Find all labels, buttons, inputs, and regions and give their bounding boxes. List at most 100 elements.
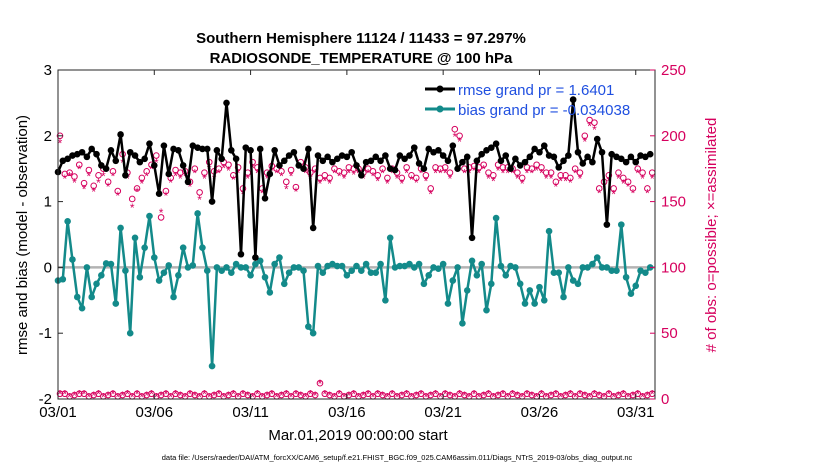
bias-point bbox=[483, 306, 490, 314]
bias-point bbox=[131, 234, 139, 242]
obs-low-possible-marker bbox=[268, 390, 276, 398]
obs-assimilated-marker: * bbox=[135, 185, 140, 199]
bias-point bbox=[473, 271, 481, 279]
bias-point bbox=[93, 280, 100, 288]
obs-low-assimilated-marker: * bbox=[245, 389, 250, 403]
bias-point bbox=[382, 297, 389, 304]
obs-low-assimilated-marker: * bbox=[332, 390, 337, 404]
obs-low-assimilated-marker: * bbox=[544, 390, 549, 404]
obs-assimilated-marker: * bbox=[87, 169, 92, 183]
bias-point bbox=[425, 271, 433, 279]
obs-possible-marker bbox=[282, 178, 290, 186]
y-right-tick-label: 100 bbox=[661, 259, 686, 276]
obs-possible-marker bbox=[499, 164, 507, 171]
obs-low-assimilated-marker: * bbox=[428, 389, 433, 403]
obs-possible-marker bbox=[201, 169, 208, 176]
obs-possible-marker bbox=[538, 164, 545, 171]
obs-low-possible-marker bbox=[210, 391, 218, 399]
obs-assimilated-marker: * bbox=[260, 186, 265, 200]
bias-point bbox=[565, 264, 572, 271]
obs-low-possible-marker bbox=[104, 391, 112, 399]
bias-point bbox=[64, 218, 71, 225]
obs-low-assimilated-marker: * bbox=[168, 390, 173, 404]
obs-low-possible-marker bbox=[307, 390, 314, 398]
obs-low-assimilated-marker: * bbox=[96, 388, 101, 402]
obs-assimilated-marker: * bbox=[342, 172, 347, 186]
obs-assimilated-marker: * bbox=[217, 167, 222, 181]
rmse-point bbox=[237, 250, 245, 258]
bias-point bbox=[410, 264, 418, 271]
obs-low-assimilated-marker: * bbox=[221, 390, 226, 404]
obs-assimilated-marker: * bbox=[472, 164, 477, 178]
obs-possible-marker bbox=[75, 161, 83, 169]
obs-assimilated-marker: * bbox=[385, 177, 390, 191]
y-right-tick-label: 250 bbox=[661, 62, 686, 79]
bias-point bbox=[117, 224, 124, 232]
rmse-point bbox=[208, 198, 216, 205]
rmse-point bbox=[131, 152, 139, 159]
obs-low-assimilated-marker: * bbox=[178, 389, 183, 403]
rmse-point bbox=[608, 150, 615, 158]
rmse-point bbox=[473, 157, 481, 165]
obs-assimilated-marker: * bbox=[327, 177, 332, 191]
rmse-point bbox=[642, 153, 649, 161]
obs-assimilated-marker: * bbox=[164, 189, 169, 203]
obs-assimilated-marker: * bbox=[558, 175, 563, 189]
obs-low-assimilated-marker: * bbox=[390, 388, 395, 402]
bias-point bbox=[372, 269, 380, 276]
obs-possible-marker bbox=[90, 182, 98, 190]
obs-assimilated-marker: * bbox=[380, 167, 385, 181]
obs-low-assimilated-marker: * bbox=[631, 389, 636, 403]
rmse-point bbox=[150, 162, 158, 169]
obs-assimilated-marker: * bbox=[578, 172, 583, 186]
legend-rmse-label: rmse grand pr = 1.6401 bbox=[458, 82, 614, 99]
obs-low-assimilated-marker: * bbox=[250, 390, 255, 404]
obs-possible-marker bbox=[162, 187, 170, 195]
obs-low-possible-marker bbox=[427, 391, 435, 399]
rmse-point bbox=[358, 171, 365, 179]
rmse-point bbox=[261, 195, 269, 202]
obs-assimilated-marker: * bbox=[289, 169, 294, 183]
rmse-point bbox=[540, 142, 548, 149]
bias-point bbox=[521, 300, 529, 307]
y-left-tick-label: 1 bbox=[44, 194, 52, 211]
obs-low-assimilated-marker: * bbox=[635, 388, 640, 402]
obs-low-assimilated-marker: * bbox=[159, 389, 164, 403]
obs-low-possible-marker bbox=[480, 391, 487, 399]
bias-point bbox=[252, 260, 259, 268]
bias-point bbox=[512, 264, 519, 271]
obs-possible-marker bbox=[485, 169, 492, 176]
obs-low-possible-marker bbox=[523, 390, 531, 398]
rmse-point bbox=[122, 171, 129, 179]
bias-point bbox=[622, 273, 630, 281]
obs-low-possible-marker bbox=[148, 390, 155, 398]
obs-low-assimilated-marker: * bbox=[144, 389, 149, 403]
obs-possible-marker bbox=[446, 169, 454, 176]
bias-point bbox=[516, 280, 524, 288]
obs-low-possible-marker bbox=[619, 390, 627, 398]
chart-title-line1: Southern Hemisphere 11124 / 11433 = 97.2… bbox=[196, 30, 526, 47]
obs-assimilated-marker: * bbox=[274, 167, 279, 181]
obs-low-assimilated-marker: * bbox=[477, 390, 482, 404]
obs-possible-marker bbox=[379, 165, 386, 172]
obs-low-assimilated-marker: * bbox=[226, 389, 231, 403]
y-axis-label-left: rmse and bias (model - observation) bbox=[14, 115, 31, 355]
obs-low-assimilated-marker: * bbox=[154, 390, 159, 404]
obs-assimilated-marker: * bbox=[419, 167, 424, 181]
obs-low-assimilated-marker: * bbox=[433, 388, 438, 402]
obs-assimilated-marker: * bbox=[270, 164, 275, 178]
bias-point bbox=[574, 280, 582, 288]
obs-low-assimilated-marker: * bbox=[217, 388, 222, 402]
obs-low-assimilated-marker: * bbox=[327, 389, 332, 403]
obs-assimilated-marker: * bbox=[611, 188, 616, 202]
obs-low-assimilated-marker: * bbox=[582, 389, 587, 403]
obs-low-possible-marker bbox=[446, 391, 454, 399]
obs-low-assimilated-marker: * bbox=[361, 389, 366, 403]
obs-assimilated-marker: * bbox=[438, 167, 443, 181]
rmse-point bbox=[435, 146, 442, 154]
obs-low-possible-marker bbox=[201, 390, 208, 398]
bias-point bbox=[497, 262, 505, 270]
obs-possible-marker bbox=[278, 168, 285, 175]
obs-low-assimilated-marker: * bbox=[424, 390, 429, 404]
obs-assimilated-marker: * bbox=[159, 206, 164, 220]
